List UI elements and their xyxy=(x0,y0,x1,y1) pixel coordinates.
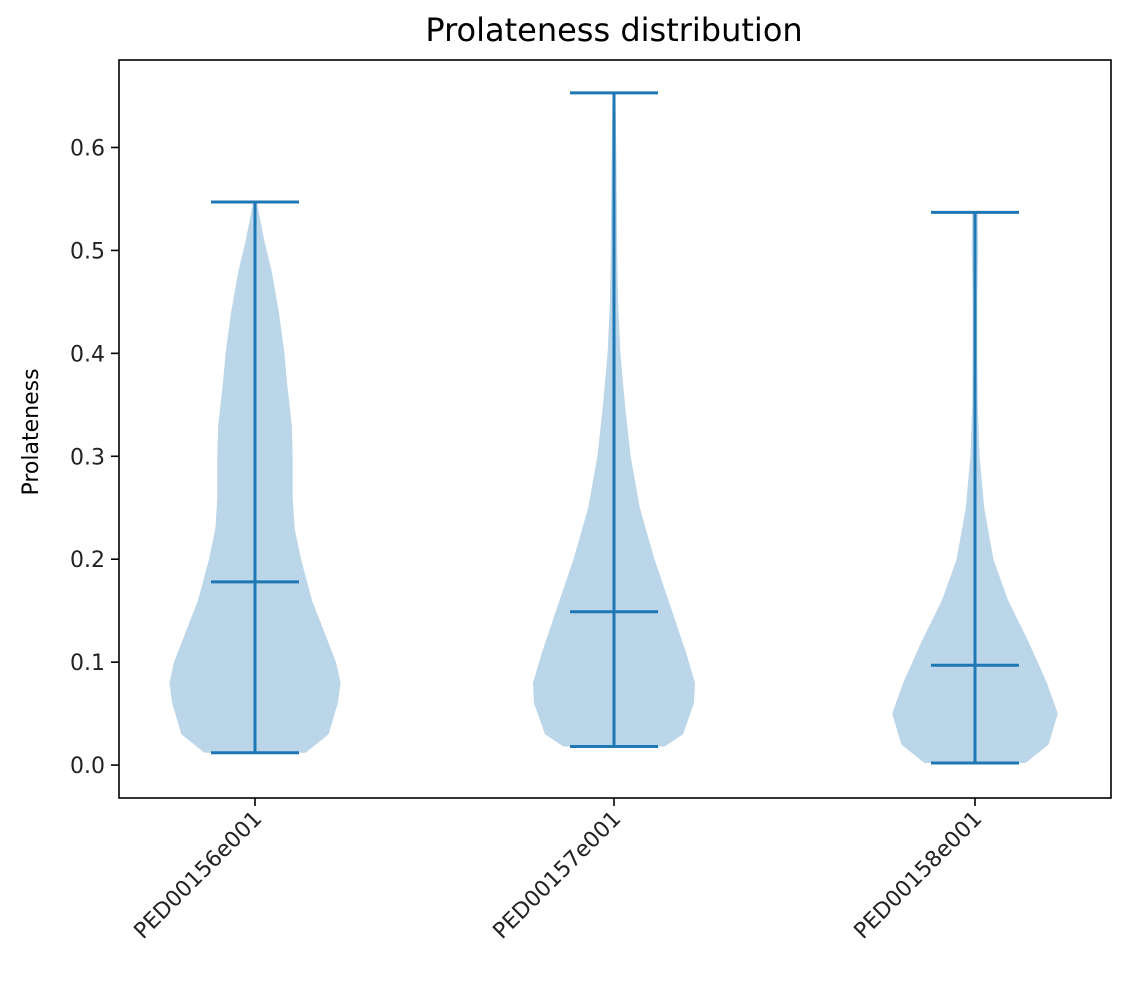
y-tick-label: 0.5 xyxy=(70,239,105,264)
y-tick-label: 0.3 xyxy=(70,445,105,470)
y-axis-label: Prolateness xyxy=(19,368,44,495)
violins-layer xyxy=(169,91,1058,765)
y-tick-label: 0.0 xyxy=(70,754,105,779)
x-tick-label: PED00158e001 xyxy=(850,807,988,945)
y-axis: 0.0 0.1 0.2 0.3 0.4 0.5 0.6 xyxy=(70,136,119,779)
y-tick-label: 0.1 xyxy=(70,651,105,676)
x-tick-label: PED00156e001 xyxy=(130,807,268,945)
plot-frame xyxy=(118,59,1112,799)
y-tick-label: 0.4 xyxy=(70,342,105,367)
x-tick-label: PED00157e001 xyxy=(489,807,627,945)
chart-title: Prolateness distribution xyxy=(425,11,802,49)
y-tick-label: 0.6 xyxy=(70,136,105,161)
x-axis: PED00156e001 PED00157e001 PED00158e001 xyxy=(130,798,988,945)
y-tick-label: 0.2 xyxy=(70,548,105,573)
